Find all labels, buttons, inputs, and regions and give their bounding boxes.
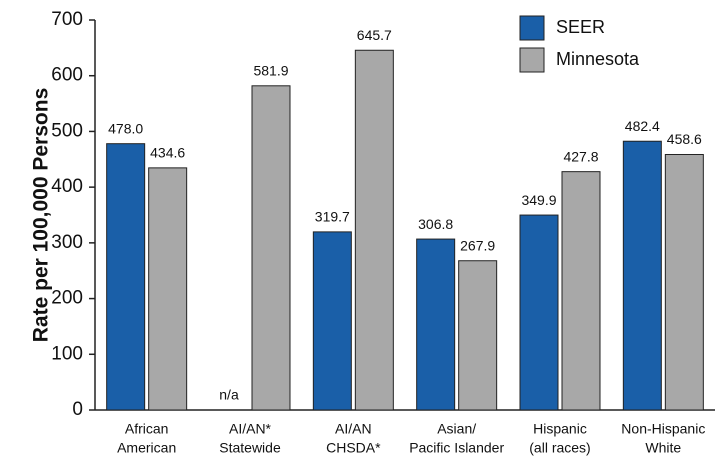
legend-label: Minnesota <box>556 49 640 69</box>
bar <box>312 231 352 411</box>
value-label: n/a <box>219 387 239 403</box>
bar <box>622 140 662 411</box>
x-tick-label: AI/AN <box>335 421 372 437</box>
bar <box>664 153 704 411</box>
value-label: 645.7 <box>357 27 392 43</box>
legend-label: SEER <box>556 17 605 37</box>
value-label: 349.9 <box>521 192 556 208</box>
bar <box>561 171 601 411</box>
value-label: 267.9 <box>460 237 495 253</box>
value-label: 434.6 <box>150 145 185 161</box>
y-tick-label: 100 <box>51 343 83 364</box>
bar <box>458 260 498 411</box>
value-label: 478.0 <box>108 120 143 136</box>
x-tick-label: African <box>125 421 169 437</box>
y-tick-label: 300 <box>51 232 83 253</box>
bar <box>519 214 559 411</box>
bar <box>416 238 456 411</box>
x-tick-label: Hispanic <box>533 421 587 437</box>
bar <box>106 143 146 411</box>
value-label: 319.7 <box>315 209 350 225</box>
x-tick-label: American <box>117 440 176 456</box>
value-label: 581.9 <box>253 63 288 79</box>
value-label: 458.6 <box>667 131 702 147</box>
value-label: 482.4 <box>625 118 660 134</box>
y-tick-label: 500 <box>51 120 83 141</box>
x-tick-label: Asian/ <box>437 421 476 437</box>
x-tick-label: Statewide <box>219 440 281 456</box>
x-tick-label: (all races) <box>529 440 590 456</box>
value-label: 306.8 <box>418 216 453 232</box>
bar <box>148 167 188 411</box>
y-tick-label: 400 <box>51 176 83 197</box>
y-tick-label: 600 <box>51 65 83 86</box>
value-label: 427.8 <box>563 148 598 164</box>
y-tick-label: 0 <box>72 399 83 420</box>
y-tick-label: 700 <box>51 9 83 30</box>
bar <box>251 85 291 411</box>
x-tick-label: Pacific Islander <box>409 440 504 456</box>
bar <box>354 49 394 411</box>
y-tick-label: 200 <box>51 288 83 309</box>
x-tick-label: AI/AN* <box>229 421 272 437</box>
legend-swatch <box>519 15 545 41</box>
y-axis-label: Rate per 100,000 Persons <box>30 88 53 342</box>
x-tick-label: White <box>645 440 681 456</box>
x-tick-label: Non-Hispanic <box>621 421 705 437</box>
x-tick-label: CHSDA* <box>326 440 381 456</box>
legend-swatch <box>519 47 545 73</box>
